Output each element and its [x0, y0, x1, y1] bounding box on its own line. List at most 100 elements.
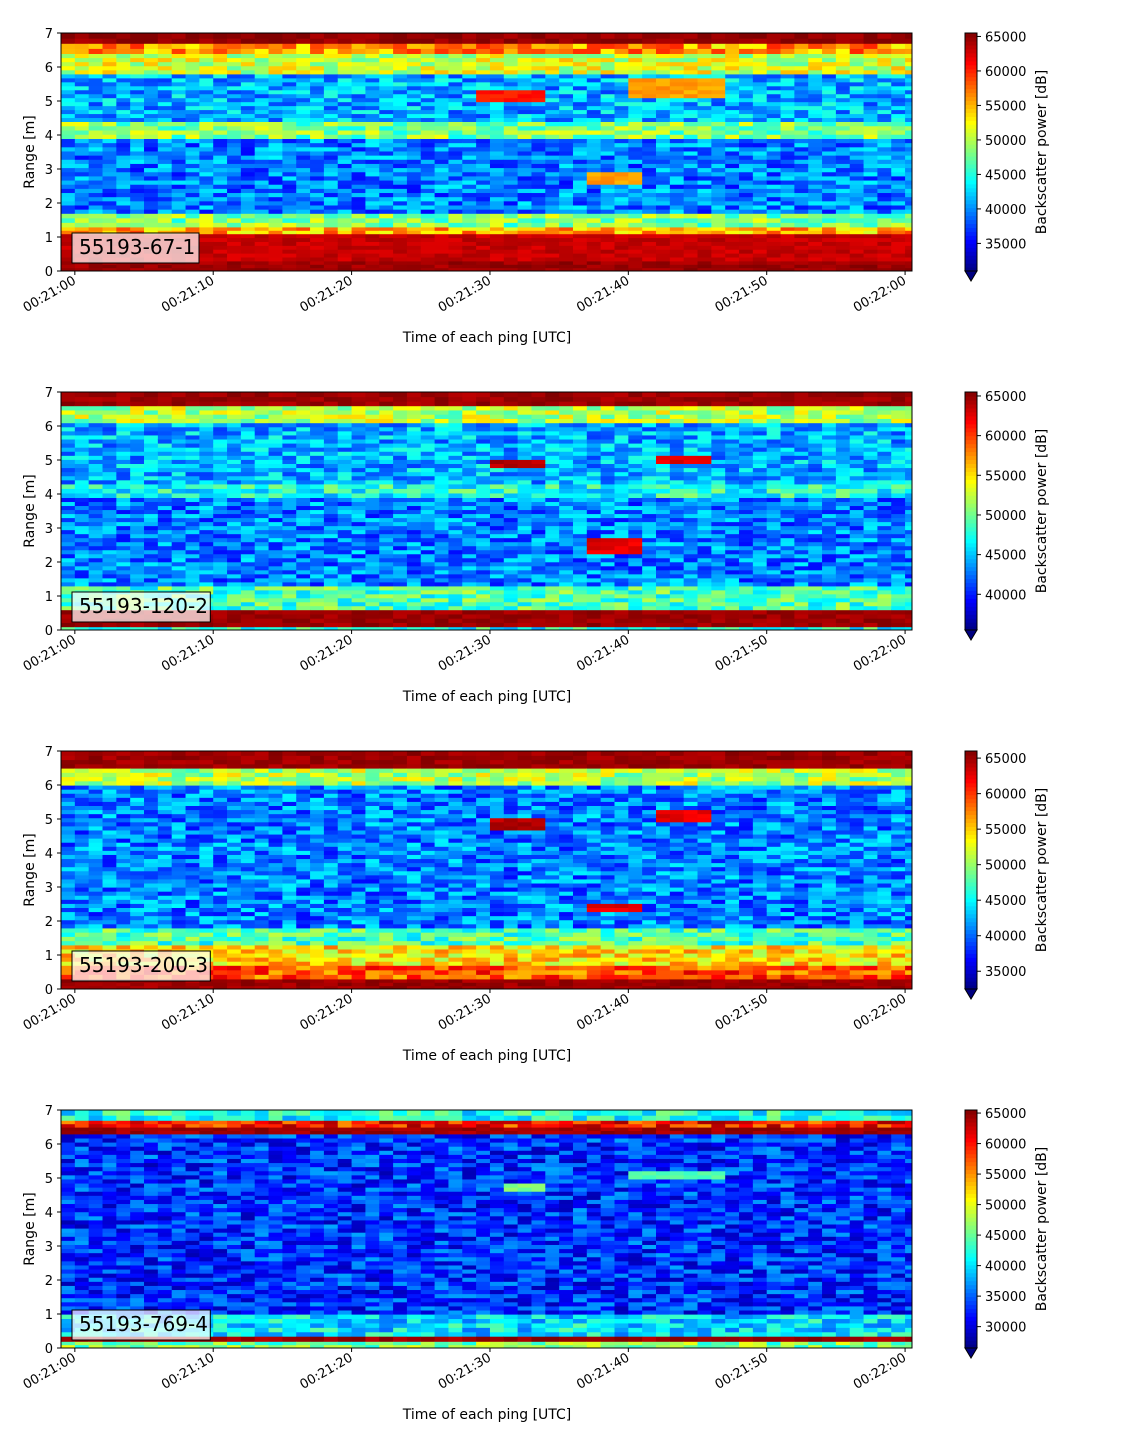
y-tick-label: 3 [45, 522, 53, 537]
y-tick-label: 4 [45, 488, 53, 503]
axes-frame [60, 391, 913, 631]
x-tick-label: 00:21:10 [159, 1350, 217, 1392]
y-tick-label: 7 [45, 27, 53, 42]
heatmap-cells [61, 392, 912, 630]
colorbar-tick-label: 40000 [985, 930, 1026, 945]
colorbar-frame [964, 1109, 978, 1349]
y-tick-label: 3 [45, 1240, 53, 1255]
colorbar-label: Backscatter power [dB] [1034, 788, 1050, 953]
axes-frame [60, 1109, 913, 1349]
y-tick-label: 2 [45, 197, 53, 212]
colorbar-tick-label: 45000 [985, 549, 1026, 564]
colorbar-frame [964, 391, 978, 631]
y-tick-label: 1 [45, 949, 53, 964]
x-tick-label: 00:21:10 [159, 991, 217, 1033]
y-tick-label: 7 [45, 1104, 53, 1119]
y-tick-label: 4 [45, 847, 53, 862]
colorbar-tick-label: 65000 [985, 752, 1026, 767]
x-tick-label: 00:21:50 [713, 1350, 771, 1392]
y-tick-label: 1 [45, 231, 53, 246]
colorbar-tick-label: 40000 [985, 203, 1026, 218]
y-axis-label: Range [m] [22, 833, 38, 906]
x-tick-label: 00:21:10 [159, 632, 217, 674]
colorbar-tick-label: 40000 [985, 588, 1026, 603]
colorbar-tick-label: 65000 [985, 30, 1026, 45]
colorbar-tick-label: 60000 [985, 430, 1026, 445]
sample-label: 55193-120-2 [79, 594, 208, 618]
x-tick-label: 00:21:30 [436, 991, 494, 1033]
colorbar: 40000 45000 50000 55000 60000 65000 Backscatte… [964, 390, 1050, 641]
colorbar-tick-label: 50000 [985, 134, 1026, 149]
axes-frame [60, 32, 913, 272]
colorbar-tick-label: 35000 [985, 1290, 1026, 1305]
colorbar-label: Backscatter power [dB] [1034, 1147, 1050, 1312]
colorbar-tick-label: 40000 [985, 1260, 1026, 1275]
colorbar-tick-label: 55000 [985, 1168, 1026, 1183]
x-axis-label: Time of each ping [UTC] [402, 1048, 572, 1064]
x-tick-label: 00:21:50 [713, 991, 771, 1033]
y-tick-label: 0 [45, 624, 53, 639]
y-tick-label: 6 [45, 61, 53, 76]
y-tick-label: 3 [45, 163, 53, 178]
colorbar: 30000 35000 40000 45000 50000 55000 60000 65000… [964, 1107, 1050, 1359]
y-tick-label: 1 [45, 1308, 53, 1323]
x-tick-label: 00:22:00 [851, 991, 909, 1033]
x-tick-label: 00:22:00 [851, 632, 909, 674]
heatmap-cells [61, 1110, 912, 1348]
x-tick-label: 00:21:30 [436, 273, 494, 315]
sample-label: 55193-67-1 [79, 235, 195, 259]
colorbar-tick-label: 45000 [985, 894, 1026, 909]
y-axis-label: Range [m] [22, 474, 38, 547]
y-axis-label: Range [m] [22, 115, 38, 188]
sample-label-box [71, 591, 211, 623]
y-tick-label: 2 [45, 915, 53, 930]
y-tick-label: 2 [45, 556, 53, 571]
colorbar: 35000 40000 45000 50000 55000 60000 65000 Backs… [964, 750, 1050, 1000]
colorbar-tick-label: 65000 [985, 1107, 1026, 1122]
colorbar-tick-label: 45000 [985, 168, 1026, 183]
colorbar-label: Backscatter power [dB] [1034, 429, 1050, 594]
colorbar-tick-label: 35000 [985, 237, 1026, 252]
colorbar-tick-label: 35000 [985, 965, 1026, 980]
y-tick-label: 2 [45, 1274, 53, 1289]
x-tick-label: 00:21:20 [298, 991, 356, 1033]
colorbar-tick-label: 30000 [985, 1321, 1026, 1336]
x-axis-label: Time of each ping [UTC] [402, 689, 572, 705]
x-tick-label: 00:22:00 [851, 1350, 909, 1392]
y-tick-label: 5 [45, 454, 53, 469]
y-tick-label: 6 [45, 420, 53, 435]
x-tick-label: 00:21:40 [574, 273, 632, 315]
colorbar-frame [964, 32, 978, 272]
colorbar-tick-label: 65000 [985, 390, 1026, 405]
sample-label-box [71, 1309, 211, 1341]
colorbar-extend-arrow [964, 1347, 978, 1359]
colorbar-extend-arrow [964, 629, 978, 641]
y-tick-label: 0 [45, 1342, 53, 1357]
sample-label-box [71, 950, 211, 982]
y-tick-label: 1 [45, 590, 53, 605]
y-tick-label: 3 [45, 881, 53, 896]
x-axis-label: Time of each ping [UTC] [402, 330, 572, 346]
x-tick-label: 00:21:40 [574, 632, 632, 674]
colorbar-tick-label: 50000 [985, 859, 1026, 874]
x-tick-label: 00:22:00 [851, 273, 909, 315]
x-tick-label: 00:21:40 [574, 1350, 632, 1392]
sample-label: 55193-769-4 [79, 1312, 208, 1336]
y-tick-label: 5 [45, 95, 53, 110]
y-tick-label: 0 [45, 983, 53, 998]
x-tick-label: 00:21:20 [298, 632, 356, 674]
sample-label-box [71, 232, 200, 264]
y-tick-label: 0 [45, 265, 53, 280]
y-tick-label: 5 [45, 813, 53, 828]
y-tick-label: 7 [45, 386, 53, 401]
colorbar-frame [964, 750, 978, 990]
heatmap-cells [61, 751, 912, 989]
colorbar-tick-label: 55000 [985, 469, 1026, 484]
axes-frame [60, 750, 913, 990]
colorbar-tick-label: 60000 [985, 788, 1026, 803]
x-tick-label: 00:21:30 [436, 1350, 494, 1392]
